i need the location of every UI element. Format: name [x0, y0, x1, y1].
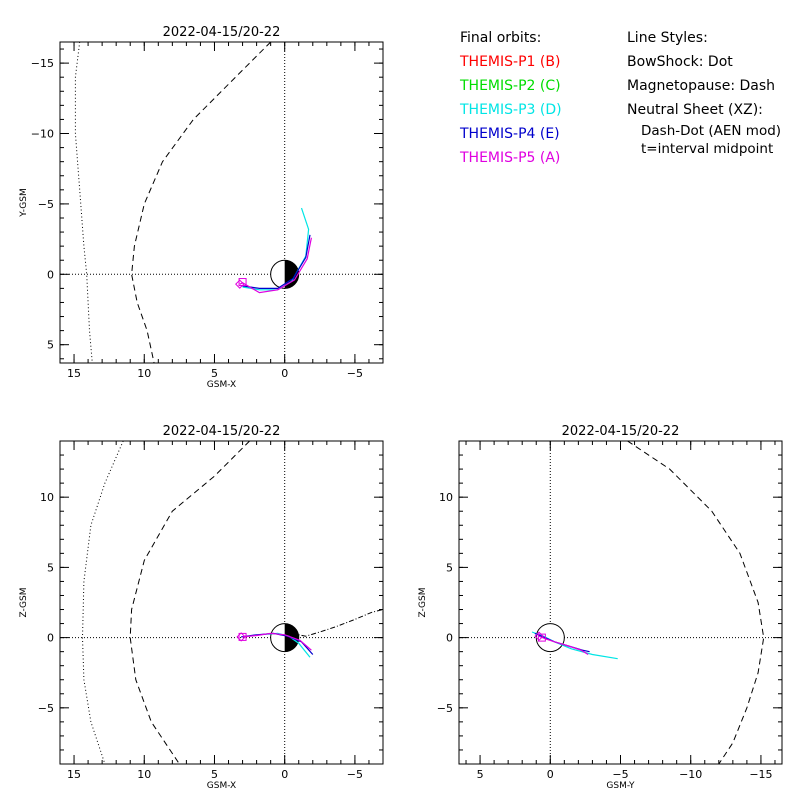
y-axis-label: Z-GSM [418, 587, 428, 617]
orbits-heading: Final orbits: [460, 30, 542, 46]
y-tick-label: 5 [446, 561, 453, 574]
y-tick-label: −5 [437, 702, 453, 715]
probe-label-p2: THEMIS-P2 (C) [460, 78, 561, 94]
plot-area [60, 42, 383, 363]
neutral-sheet-curve [291, 609, 383, 637]
magnetopause-curve [129, 441, 250, 764]
y-tick-label: 0 [47, 632, 54, 645]
x-tick-label: −5 [612, 768, 628, 781]
line-styles-legend: Line Styles: BowShock: Dot Magnetopause:… [627, 26, 781, 158]
plot-area [459, 441, 782, 764]
y-tick-label: −5 [38, 198, 54, 211]
style-neutral-sheet-mod: Dash-Dot (AEN mod) [641, 123, 782, 139]
x-tick-label: 5 [477, 768, 484, 781]
plot-panel-2: 15 10 5 0 −5 10 5 0 −5 2022-04-15/20-22 GSM-X Z-GSM [19, 424, 384, 791]
style-bowshock: BowShock: Dot [627, 54, 733, 70]
x-tick-label: 15 [67, 768, 81, 781]
x-tick-label: 0 [281, 768, 288, 781]
plot-panel-1: 15 10 5 0 −5 −15 −10 −5 0 5 2022-04-15/20-22 GSM-X Y… [19, 25, 384, 390]
orbit-marker-diamond [235, 279, 245, 289]
y-tick-label: 5 [47, 561, 54, 574]
y-axis-label: Y-GSM [19, 188, 29, 217]
orbit-marker-square [238, 278, 247, 287]
x-axis-label: GSM-Y [606, 781, 635, 791]
y-tick-label: 0 [446, 632, 453, 645]
x-tick-label: −15 [749, 768, 772, 781]
style-magnetopause: Magnetopause: Dash [627, 78, 776, 94]
magnetopause-curve [131, 42, 272, 363]
y-axis-label: Z-GSM [19, 587, 29, 617]
probe-label-p3: THEMIS-P3 (D) [460, 102, 562, 118]
y-tick-label: 0 [47, 268, 54, 281]
probe-label-p5: THEMIS-P5 (A) [460, 150, 561, 166]
x-tick-label: −10 [679, 768, 702, 781]
style-interval-note: t=interval midpoint [641, 141, 774, 157]
x-tick-label: 0 [281, 367, 288, 380]
y-tick-label: 10 [439, 491, 453, 504]
x-tick-label: 10 [137, 768, 151, 781]
orbit-series-1 [531, 631, 618, 660]
orbit-marker-square [238, 632, 247, 641]
orbit-series-3 [242, 632, 312, 651]
x-tick-label: 5 [211, 768, 218, 781]
plot-area [60, 441, 383, 764]
x-tick-label: −5 [347, 367, 363, 380]
probe-label-p1: THEMIS-P1 (B) [460, 54, 561, 70]
y-tick-label: −15 [31, 57, 54, 70]
x-tick-label: 10 [137, 367, 151, 380]
y-tick-label: −5 [38, 702, 54, 715]
style-neutral-sheet: Neutral Sheet (XZ): [627, 102, 763, 118]
plot-title: 2022-04-15/20-22 [562, 424, 680, 439]
x-tick-label: 0 [547, 768, 554, 781]
orbit-series-2 [241, 234, 311, 289]
styles-heading: Line Styles: [627, 30, 708, 46]
plot-frame [59, 41, 384, 364]
orbit-marker-diamond [534, 631, 544, 641]
x-axis-label: GSM-X [207, 380, 236, 390]
x-tick-label: −5 [347, 768, 363, 781]
x-tick-label: 5 [211, 367, 218, 380]
x-axis-label: GSM-X [207, 781, 236, 791]
earth-circle [535, 623, 565, 653]
magnetopause-curve [627, 441, 765, 764]
plot-title: 2022-04-15/20-22 [163, 25, 281, 40]
bow-shock-curve [74, 42, 93, 363]
plot-frame [458, 440, 783, 765]
orbits-legend: Final orbits: THEMIS-P1 (B) THEMIS-P2 (C… [460, 26, 562, 170]
y-tick-label: 10 [40, 491, 54, 504]
orbit-marker-diamond [236, 632, 246, 642]
orbit-marker-square [537, 633, 546, 642]
plot-panel-3: 5 0 −5 −10 −15 10 5 0 −5 2022-04-15/20-22 GSM-Y Z-G… [418, 424, 783, 791]
x-tick-label: 15 [67, 367, 81, 380]
plot-frame [59, 440, 384, 765]
plot-title: 2022-04-15/20-22 [163, 424, 281, 439]
probe-label-p4: THEMIS-P4 (E) [460, 126, 560, 142]
y-tick-label: −10 [31, 128, 54, 141]
bow-shock-curve [81, 441, 124, 764]
y-tick-label: 5 [47, 339, 54, 352]
